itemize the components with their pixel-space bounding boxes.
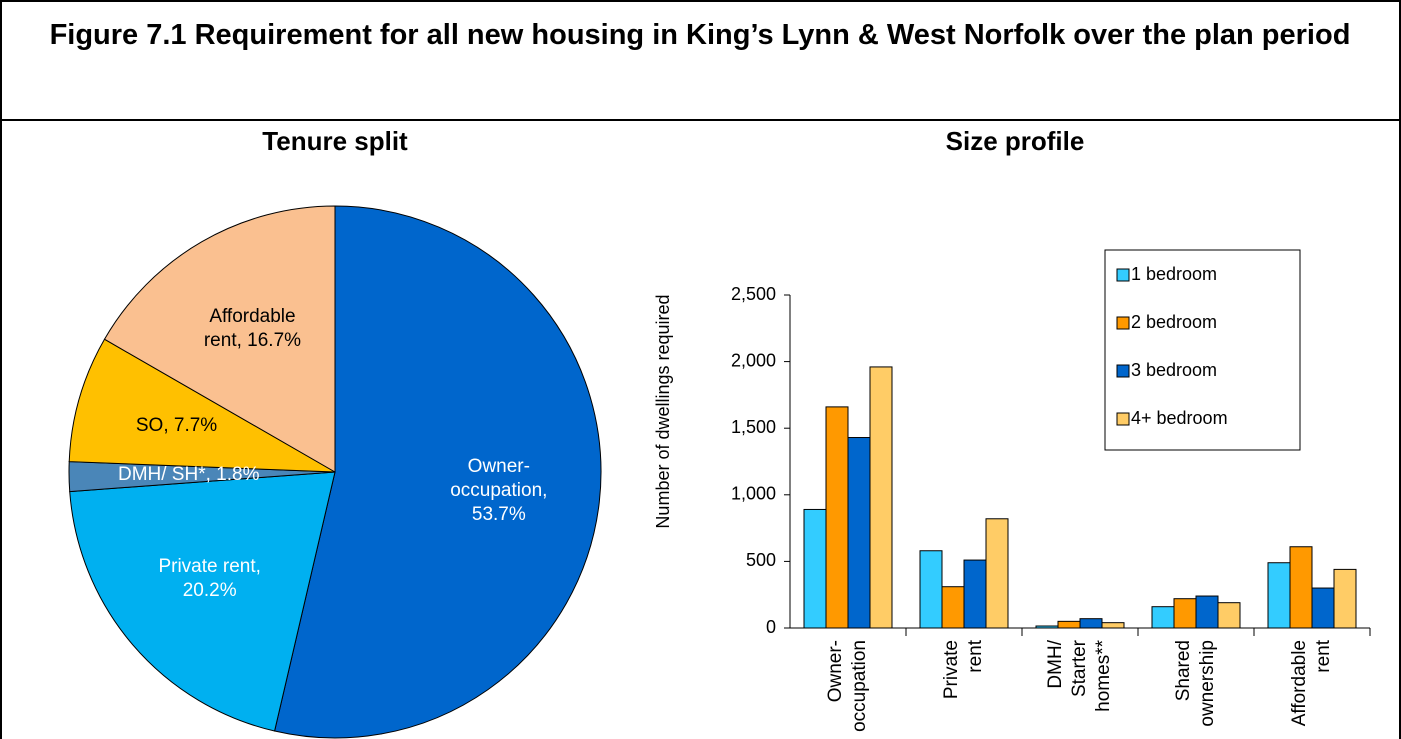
bar xyxy=(825,406,849,629)
x-tick-label: Owner-occupation xyxy=(825,640,870,732)
pie-label-value: 53.7% xyxy=(471,503,526,525)
bar xyxy=(1217,602,1241,629)
legend-label: 1 bedroom xyxy=(1131,264,1217,284)
pie-label: Private rent, 20.2% xyxy=(158,556,261,602)
pie-slice xyxy=(273,205,602,739)
pie-label: DMH/ SH*, 1.8% xyxy=(117,463,260,485)
y-tick-label: 2,500 xyxy=(731,284,776,304)
pie-title: Tenure split xyxy=(262,126,408,156)
bar xyxy=(1311,587,1335,629)
pie-label-value: 7.7% xyxy=(173,415,218,437)
bar xyxy=(1101,622,1125,629)
bar xyxy=(1333,568,1357,629)
pie-label-category: Private rent xyxy=(158,556,256,578)
bar-title: Size profile xyxy=(945,126,1085,156)
y-tick-label: 2,000 xyxy=(731,350,776,370)
y-axis-label: Number of dwellings required xyxy=(653,294,673,528)
pie-label-value: 16.7% xyxy=(247,330,302,352)
bar xyxy=(941,586,965,629)
bar xyxy=(963,559,987,629)
legend-swatch xyxy=(1116,268,1130,282)
legend-swatch xyxy=(1116,316,1130,330)
pie-label: Affordable rent, 16.7% xyxy=(203,306,302,352)
legend-label: 4+ bedroom xyxy=(1131,408,1228,428)
bar xyxy=(1079,618,1103,629)
bar xyxy=(1057,620,1081,629)
x-tick-label: Private rent xyxy=(941,640,986,700)
pie-label-category: DMH/ SH* xyxy=(117,463,206,485)
pie-slice xyxy=(68,338,336,473)
figure-title: Figure 7.1 Requirement for all new housi… xyxy=(49,19,1351,51)
bar xyxy=(1173,598,1197,629)
pie-slice xyxy=(69,471,336,732)
pie-label-category: Affordable rent xyxy=(203,306,296,352)
pie-slice xyxy=(103,205,336,473)
bar xyxy=(985,518,1009,629)
x-tick-label: Affordable rent xyxy=(1289,640,1334,727)
x-tick-label: DMH/ Starter homes** xyxy=(1045,640,1114,712)
pie-label-value: 20.2% xyxy=(182,580,237,602)
legend-box xyxy=(1104,249,1301,451)
bar xyxy=(919,550,943,629)
legend-label: 3 bedroom xyxy=(1131,360,1217,380)
y-tick-label: 1,500 xyxy=(731,417,776,437)
bar xyxy=(1195,595,1219,629)
pie-label-category: SO xyxy=(135,415,164,437)
bar xyxy=(1151,606,1175,629)
bar xyxy=(803,508,827,629)
x-tick-label: Shared ownership xyxy=(1173,640,1218,727)
pie-label: Owner-occupation, 53.7% xyxy=(450,455,548,525)
y-tick-label: 0 xyxy=(766,617,776,637)
bar xyxy=(869,366,893,629)
pie-label: SO, 7.7% xyxy=(135,415,218,437)
bar xyxy=(847,437,871,629)
legend-label: 2 bedroom xyxy=(1131,312,1217,332)
legend-swatch xyxy=(1116,364,1130,378)
y-tick-label: 500 xyxy=(746,550,776,570)
pie-label-category: Owner-occupation xyxy=(450,455,543,501)
legend-swatch xyxy=(1116,412,1130,426)
bar xyxy=(1289,546,1313,629)
bar xyxy=(1035,625,1059,629)
bar xyxy=(1267,562,1291,629)
pie-label-value: 1.8% xyxy=(216,463,260,485)
y-tick-label: 1,000 xyxy=(731,484,776,504)
